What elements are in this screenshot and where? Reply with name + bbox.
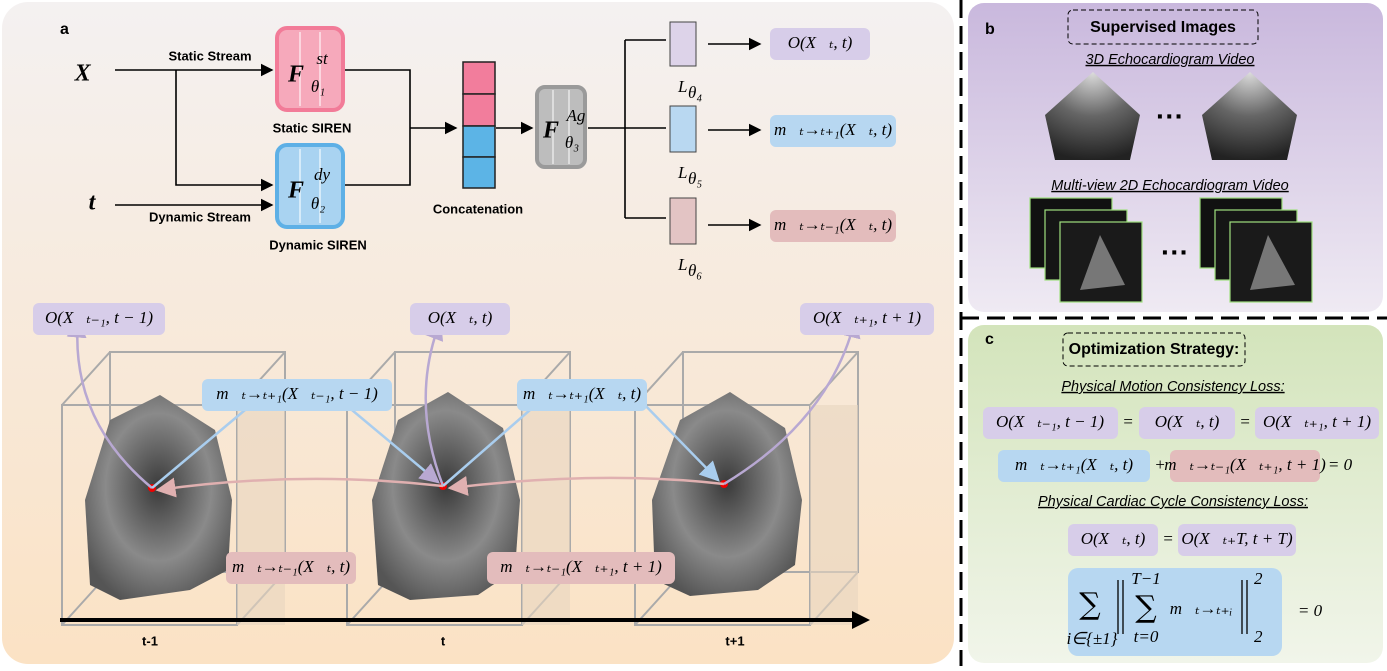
- head-sub: θ₅: [688, 169, 702, 188]
- head-box: [670, 106, 696, 152]
- net-symbol: F: [287, 62, 304, 88]
- net-symbol: F: [542, 118, 559, 144]
- aggregator: F Ag θ₃: [537, 87, 585, 167]
- cube-face: [237, 405, 285, 625]
- occupancy-label: O(X⃗ₜ₋₁, t − 1): [45, 308, 153, 327]
- page: a X⃗ t Static Stream Dynamic Stream F st…: [0, 0, 1387, 666]
- time-label: t-1: [142, 633, 158, 648]
- head-box: [670, 22, 696, 66]
- head-symbol: L: [677, 77, 687, 96]
- sum-index: i∈{±1}: [1067, 629, 1118, 648]
- ellipsis: ···: [1161, 236, 1189, 267]
- term: O(X⃗ₜ, t): [1155, 412, 1220, 431]
- term: O(X⃗ₜ₊T, t + T): [1181, 529, 1293, 548]
- section-label: Physical Motion Consistency Loss:: [1061, 379, 1284, 395]
- term: m⃗ₜ→ₜ₊₁(X⃗ₜ, t): [1015, 455, 1133, 474]
- head-symbol: L: [677, 255, 687, 274]
- motion-label: m⃗ₜ→ₜ₋₁(X⃗ₜ, t): [232, 557, 350, 576]
- cube-face: [522, 405, 570, 625]
- occupancy-label: O(X⃗ₜ, t): [428, 308, 493, 327]
- operator: =: [1122, 412, 1133, 431]
- figure: a X⃗ t Static Stream Dynamic Stream F st…: [0, 0, 1387, 666]
- term: O(X⃗ₜ₋₁, t − 1): [996, 412, 1104, 431]
- section-label: Physical Cardiac Cycle Consistency Loss:: [1038, 494, 1308, 510]
- operator: =: [1239, 412, 1250, 431]
- net-sup: Ag: [566, 106, 586, 125]
- stream-label: Static Stream: [168, 48, 251, 63]
- norm-sup: 2: [1254, 569, 1263, 588]
- net-symbol: F: [287, 178, 304, 204]
- concat-label: Concatenation: [433, 201, 523, 216]
- stream-label: Dynamic Stream: [149, 209, 251, 224]
- net-sub: θ₃: [565, 133, 579, 152]
- output-label: O(X⃗ₜ, t): [788, 33, 853, 52]
- net-sup: st: [316, 49, 329, 68]
- term: m⃗ₜ→ₜ₋₁(X⃗ₜ₊₁, t + 1): [1164, 455, 1326, 474]
- dynamic-siren: F dy θ₂: [277, 145, 343, 227]
- sum-lower: t=0: [1134, 627, 1159, 646]
- output-label: m⃗ₜ→ₜ₋₁(X⃗ₜ, t): [774, 215, 892, 234]
- output-label: m⃗ₜ→ₜ₊₁(X⃗ₜ, t): [774, 120, 892, 139]
- sum-symbol: ∑: [1135, 590, 1157, 625]
- time-label: t+1: [725, 633, 744, 648]
- cube-face: [810, 405, 858, 625]
- occupancy-label: O(X⃗ₜ₊₁, t + 1): [813, 308, 921, 327]
- panel-label: b: [985, 21, 995, 38]
- ellipsis: ···: [1156, 100, 1184, 131]
- panel-label: c: [985, 331, 994, 348]
- panel-title: Supervised Images: [1090, 19, 1236, 36]
- input-x: X⃗: [74, 61, 110, 87]
- net-caption: Dynamic SIREN: [269, 237, 367, 252]
- result: = 0: [1298, 601, 1323, 620]
- term: m⃗ₜ→ₜ₊ᵢ: [1170, 599, 1233, 618]
- time-label: t: [441, 633, 446, 648]
- head-sub: θ₆: [688, 261, 702, 280]
- concat-vector: [463, 62, 495, 188]
- term: O(X⃗ₜ, t): [1081, 529, 1146, 548]
- sum-upper: T−1: [1131, 569, 1160, 588]
- panel-title: Optimization Strategy:: [1069, 341, 1240, 358]
- term: O(X⃗ₜ₊₁, t + 1): [1263, 412, 1371, 431]
- head-box: [670, 198, 696, 244]
- section-label: 3D Echocardiogram Video: [1086, 52, 1255, 68]
- net-sup: dy: [314, 165, 331, 184]
- motion-label: m⃗ₜ→ₜ₋₁(X⃗ₜ₊₁, t + 1): [500, 557, 662, 576]
- sum-symbol: ∑: [1079, 587, 1101, 622]
- head-symbol: L: [677, 163, 687, 182]
- head-sub: θ₄: [688, 83, 702, 102]
- operator: = 0: [1328, 455, 1353, 474]
- operator: =: [1162, 529, 1173, 548]
- norm-sub: 2: [1254, 627, 1263, 646]
- section-label: Multi-view 2D Echocardiogram Video: [1051, 178, 1288, 194]
- motion-label: m⃗ₜ→ₜ₊₁(X⃗ₜ₋₁, t − 1): [216, 384, 378, 403]
- panel-label: a: [60, 21, 69, 38]
- net-sub: θ₂: [311, 194, 325, 213]
- static-siren: F st θ₁: [277, 28, 343, 110]
- net-caption: Static SIREN: [273, 120, 352, 135]
- net-sub: θ₁: [311, 77, 325, 96]
- motion-label: m⃗ₜ→ₜ₊₁(X⃗ₜ, t): [523, 384, 641, 403]
